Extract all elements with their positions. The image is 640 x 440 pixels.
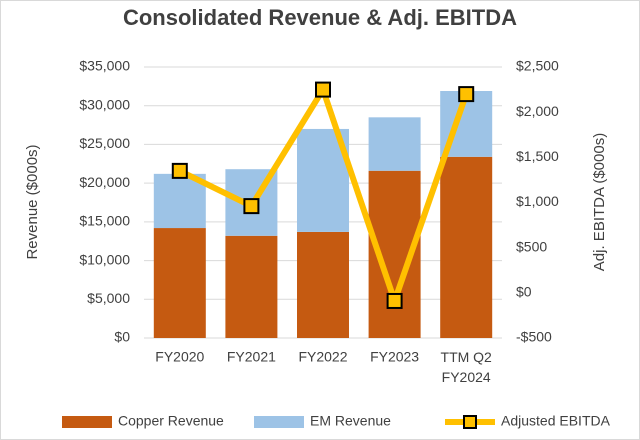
bar [153, 173, 206, 229]
legend-swatch [62, 416, 112, 428]
y2-tick-label: $500 [516, 238, 547, 254]
legend-label: Adjusted EBITDA [501, 413, 611, 429]
y-tick-label: $10,000 [79, 251, 130, 267]
y2-tick-label: -$500 [516, 329, 552, 345]
y2-tick-label: $2,000 [516, 103, 559, 119]
x-tick-label: FY2023 [370, 349, 419, 365]
bar [153, 228, 206, 338]
x-tick-label: FY2021 [227, 349, 276, 365]
y2-tick-label: $2,500 [516, 58, 559, 74]
y-axis-title: Revenue ($000s) [24, 144, 41, 259]
y-tick-label: $0 [114, 329, 130, 345]
line-marker [315, 81, 331, 98]
x-tick-label: TTM Q2 FY2024 [441, 349, 493, 385]
line-marker [243, 198, 260, 215]
y2-axis-title: Adj. EBITDA ($000s) [591, 133, 608, 271]
y2-tick-label: $1,500 [516, 148, 559, 164]
x-tick-label: FY2022 [298, 349, 347, 365]
x-tick-label: FY2020 [155, 349, 204, 365]
y-tick-label: $20,000 [79, 174, 130, 190]
legend-marker [463, 415, 477, 429]
y-tick-label: $30,000 [79, 96, 130, 112]
bar [297, 231, 349, 338]
line-marker [171, 162, 188, 179]
bar [225, 235, 278, 338]
chart-title: Consolidated Revenue & Adj. EBITDA [123, 5, 517, 30]
legend-swatch [254, 416, 304, 428]
x-tick-line: FY2024 [442, 369, 491, 385]
legend-label: Copper Revenue [118, 413, 224, 429]
x-tick-line: TTM Q2 [441, 349, 493, 365]
y2-tick-label: $0 [516, 284, 532, 300]
line-marker [386, 292, 403, 309]
line-marker [458, 86, 475, 103]
y-tick-label: $15,000 [79, 213, 130, 229]
bar [368, 117, 421, 171]
y-tick-label: $25,000 [79, 135, 130, 151]
y-tick-label: $35,000 [79, 58, 130, 74]
y2-tick-label: $1,000 [516, 193, 559, 209]
bar [440, 156, 493, 338]
y-tick-label: $5,000 [87, 290, 130, 306]
legend-label: EM Revenue [310, 413, 391, 429]
